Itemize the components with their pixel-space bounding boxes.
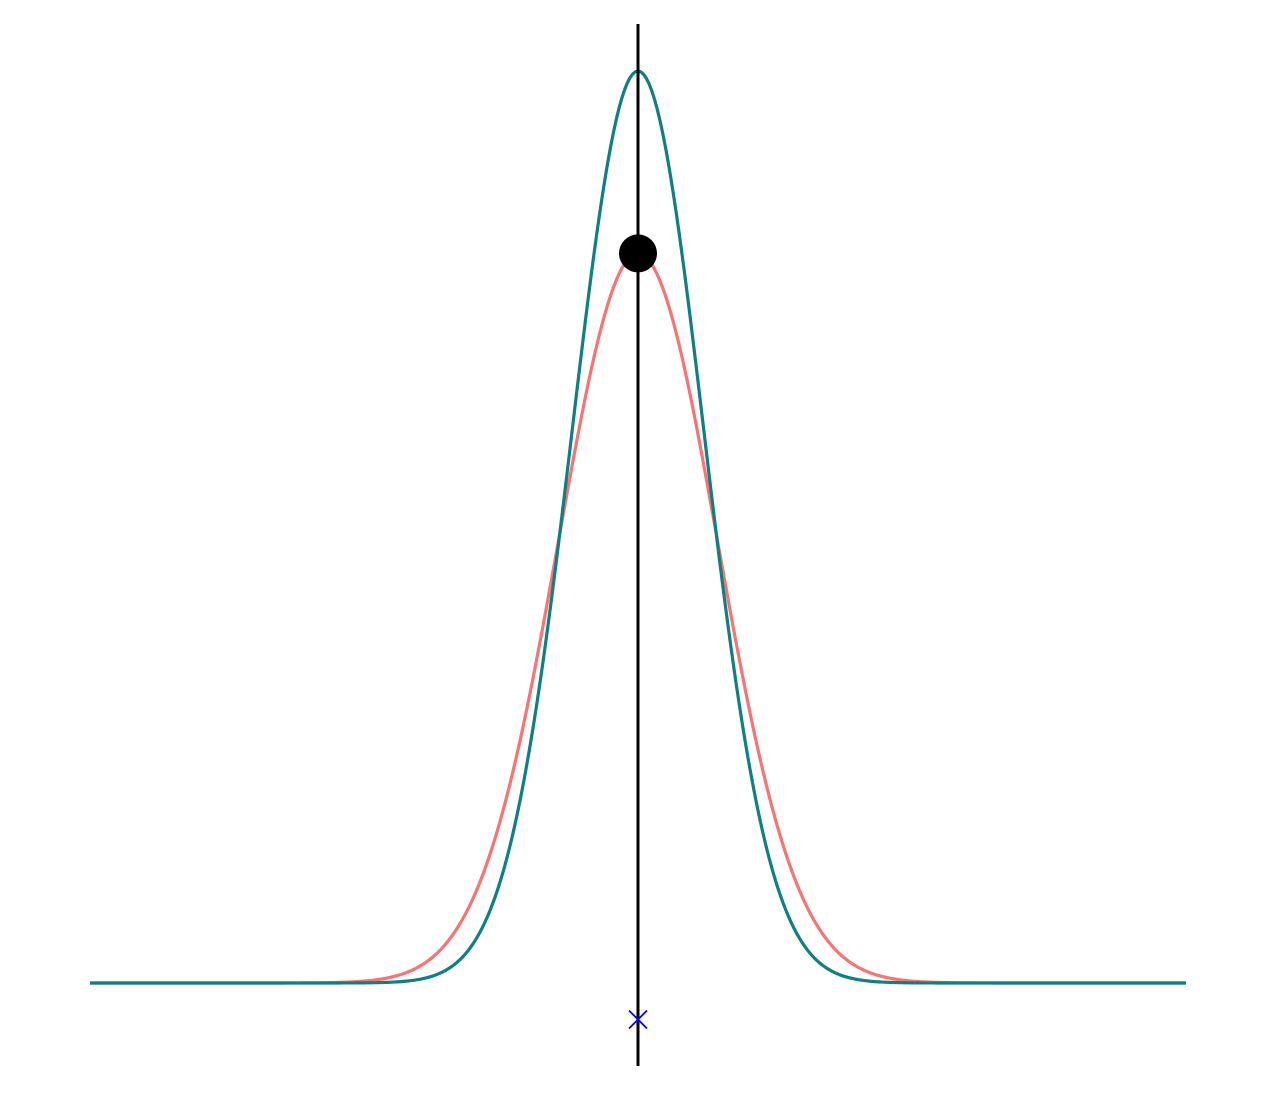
peak-point [619,234,657,273]
x-marker [628,1009,648,1030]
x-marker-stroke-2 [628,1009,648,1030]
